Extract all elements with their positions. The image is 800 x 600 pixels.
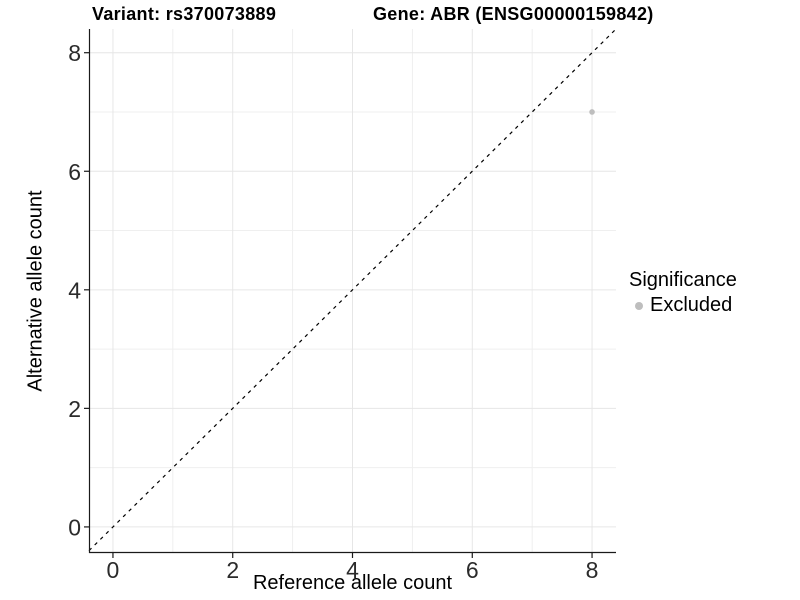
data-points <box>589 109 595 115</box>
legend-item: Excluded <box>635 294 737 317</box>
grid-major <box>89 29 616 553</box>
axis-ticks <box>84 52 593 558</box>
x-tick-labels: 0 2 4 6 8 <box>107 557 599 583</box>
svg-text:0: 0 <box>68 514 81 540</box>
svg-text:6: 6 <box>466 557 479 583</box>
svg-text:0: 0 <box>107 557 120 583</box>
legend-items: Excluded <box>629 294 737 317</box>
legend-title: Significance <box>629 269 737 291</box>
data-point <box>589 109 595 115</box>
svg-text:8: 8 <box>68 40 81 66</box>
svg-text:8: 8 <box>586 557 599 583</box>
y-axis-title: Alternative allele count <box>24 190 47 392</box>
axis-lines <box>88 29 616 554</box>
svg-text:6: 6 <box>68 159 81 185</box>
svg-text:2: 2 <box>226 557 239 583</box>
legend-item-label: Excluded <box>650 294 733 316</box>
y-tick-labels: 0 2 4 6 8 <box>68 40 81 540</box>
x-axis-title: Reference allele count <box>252 572 452 594</box>
plot-title-gene: Gene: ABR (ENSG00000159842) <box>373 4 654 24</box>
svg-text:4: 4 <box>346 557 359 583</box>
legend: Significance Excluded <box>629 269 737 317</box>
svg-text:4: 4 <box>68 277 81 303</box>
identity-line <box>88 28 617 552</box>
legend-point-icon <box>635 301 643 310</box>
plot-title-variant: Variant: rs370073889 <box>92 4 277 24</box>
svg-text:2: 2 <box>68 396 81 422</box>
